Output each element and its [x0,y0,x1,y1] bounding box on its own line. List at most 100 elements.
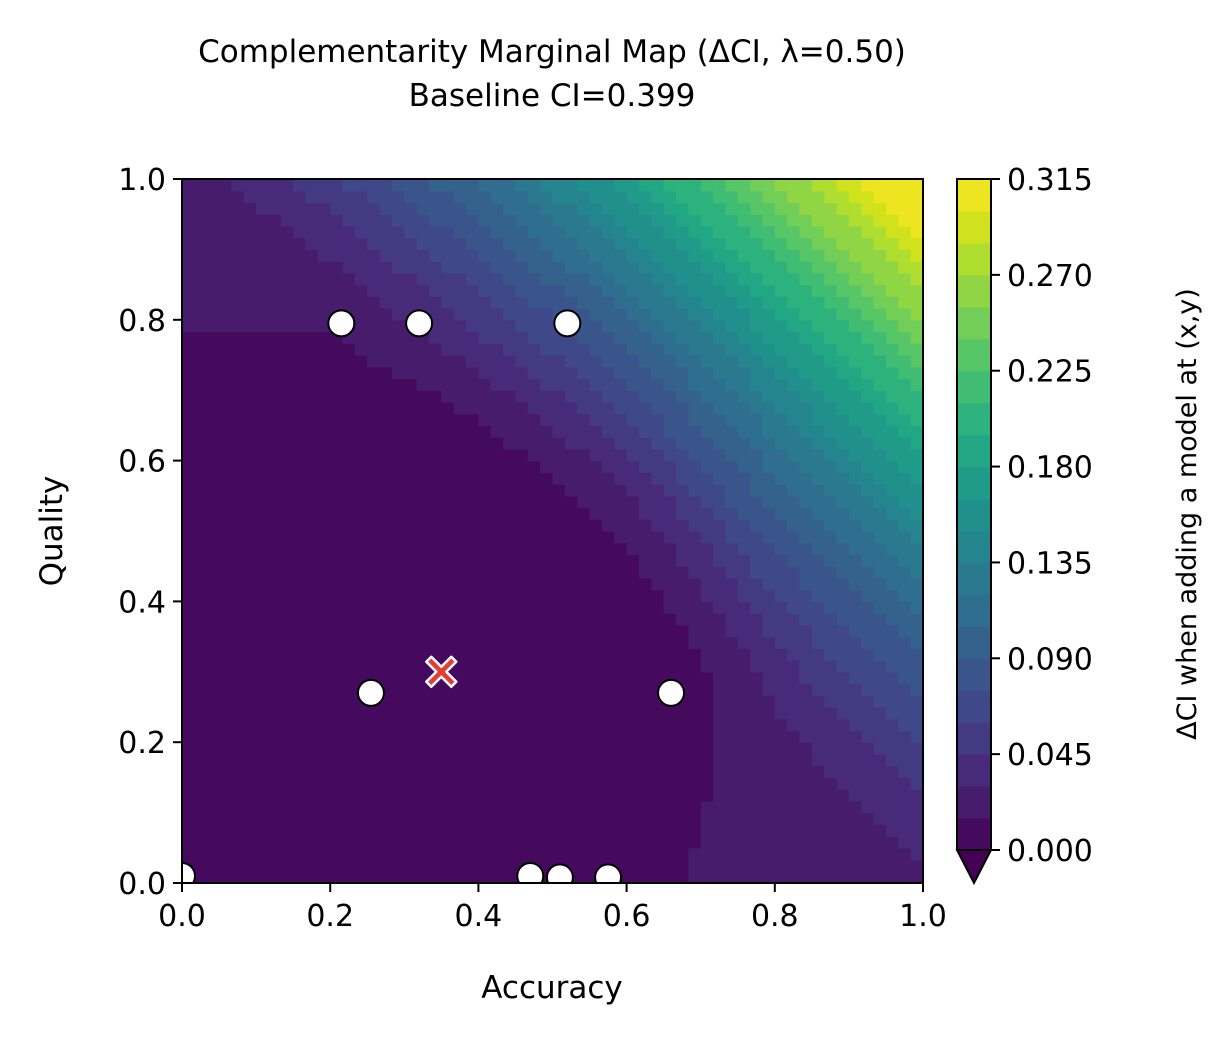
contour-cell [663,343,677,356]
contour-cell [503,225,517,239]
contour-cell [256,765,270,778]
contour-cell [256,448,270,462]
contour-cell [676,448,689,462]
contour-cell [490,296,504,309]
contour-cell [577,836,591,849]
contour-cell [824,390,838,403]
contour-cell [737,718,751,732]
contour-cell [330,249,344,262]
contour-cell [713,261,726,274]
contour-cell [861,566,875,579]
contour-cell [861,484,875,497]
contour-cell [194,800,208,814]
contour-cell [688,613,702,626]
contour-cell [676,190,689,204]
contour-cell [589,495,603,509]
contour-cell [700,671,714,685]
contour-cell [466,284,479,297]
contour-cell [466,777,479,790]
contour-cell [811,225,825,239]
contour-cell [429,531,442,544]
contour-cell [367,648,381,661]
contour-cell [256,249,270,262]
x-tick-label: 0.2 [306,899,354,934]
contour-cell [219,871,232,883]
contour-cell [478,683,492,696]
contour-cell [391,190,405,204]
contour-cell [737,789,751,802]
contour-cell [219,202,232,215]
contour-cell [280,225,294,239]
contour-cell [182,589,195,602]
contour-cell [268,190,282,204]
contour-cell [700,836,714,849]
contour-cell [280,566,294,579]
contour-cell [317,577,331,591]
contour-cell [750,249,764,262]
contour-cell [490,777,504,790]
contour-cell [256,460,270,473]
contour-cell [824,179,838,192]
contour-cell [824,624,838,638]
contour-cell [577,460,591,473]
contour-cell [268,718,282,732]
contour-cell [219,542,232,556]
contour-cell [317,495,331,509]
contour-cell [836,648,850,661]
contour-cell [305,401,319,415]
contour-cell [182,390,195,403]
contour-cell [799,261,813,274]
contour-cell [713,531,726,544]
contour-cell [342,789,356,802]
contour-cell [367,859,381,872]
contour-cell [910,179,923,192]
contour-cell [354,366,368,380]
contour-cell [268,343,282,356]
contour-cell [564,707,578,720]
contour-cell [873,249,887,262]
contour-cell [589,401,603,415]
contour-cell [614,624,628,638]
contour-cell [601,601,615,614]
contour-cell [330,495,344,509]
contour-cell [552,425,566,438]
contour-cell [219,718,232,732]
contour-cell [799,695,813,708]
contour-cell [601,730,615,743]
contour-cell [503,331,517,344]
contour-cell [293,871,307,883]
contour-cell [688,308,702,321]
contour-cell [231,225,245,239]
contour-cell [885,812,899,825]
contour-cell [836,577,850,591]
contour-cell [737,484,751,497]
contour-cell [638,495,652,509]
contour-cell [391,800,405,814]
contour-cell [206,249,220,262]
contour-cell [540,272,554,286]
contour-cell [416,742,430,755]
contour-cell [342,836,356,849]
colorbar-segment [957,306,991,340]
contour-cell [663,225,677,239]
contour-cell [700,648,714,661]
contour-cell [478,343,492,356]
contour-cell [268,308,282,321]
contour-cell [243,777,257,790]
contour-cell [836,495,850,509]
contour-cell [354,495,368,509]
contour-cell [700,777,714,790]
contour-cell [885,859,899,872]
contour-cell [614,484,628,497]
contour-cell [861,272,875,286]
contour-cell [750,319,764,333]
contour-cell [774,366,788,380]
contour-cell [688,777,702,790]
contour-cell [614,695,628,708]
contour-cell [280,660,294,673]
contour-cell [268,730,282,743]
colorbar-segment [957,179,991,212]
contour-cell [453,237,467,250]
contour-cell [293,742,307,755]
contour-cell [429,448,442,462]
